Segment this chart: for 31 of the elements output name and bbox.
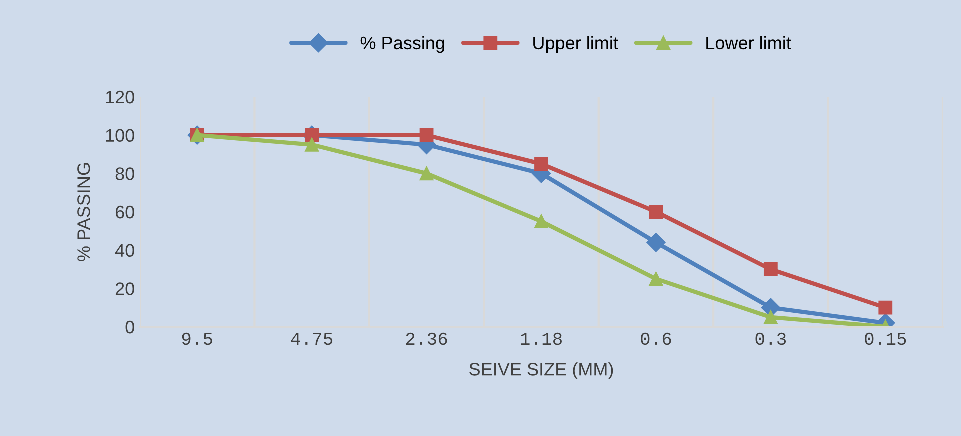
point [764,262,778,276]
x-tick-label: 4.75 [291,333,333,346]
legend-label: Lower limit [706,36,792,50]
point [305,138,320,152]
x-tick-label: 0.15 [865,332,906,346]
y-tick-label: 0 [126,320,134,334]
y-tick-label: 80 [116,168,134,180]
point [649,205,664,219]
x-axis-title: SEIVE SIZE (MM) [470,362,614,380]
point [420,128,434,142]
point [878,300,893,315]
point [764,310,778,324]
x-tick-label: 1.18 [521,332,562,346]
y-axis-title: % PASSING [78,163,90,262]
point [646,233,666,252]
point [305,128,320,142]
y-tick-label: 120 [106,90,134,104]
legend-label: Upper limit [534,36,618,54]
point [420,166,434,181]
x-tick-label: 9.5 [182,332,212,346]
x-tick-label: 2.36 [406,332,448,346]
y-tick-label: 40 [115,244,134,258]
point [534,157,548,172]
point [534,214,548,229]
y-tick-label: 20 [116,282,134,296]
point [649,272,664,286]
x-tick-label: 0.6 [641,332,672,346]
legend-label: % Passing [360,36,444,54]
y-tick-label: 60 [116,206,134,219]
x-tick-label: 0.3 [756,332,786,346]
y-tick-label: 100 [106,129,134,142]
